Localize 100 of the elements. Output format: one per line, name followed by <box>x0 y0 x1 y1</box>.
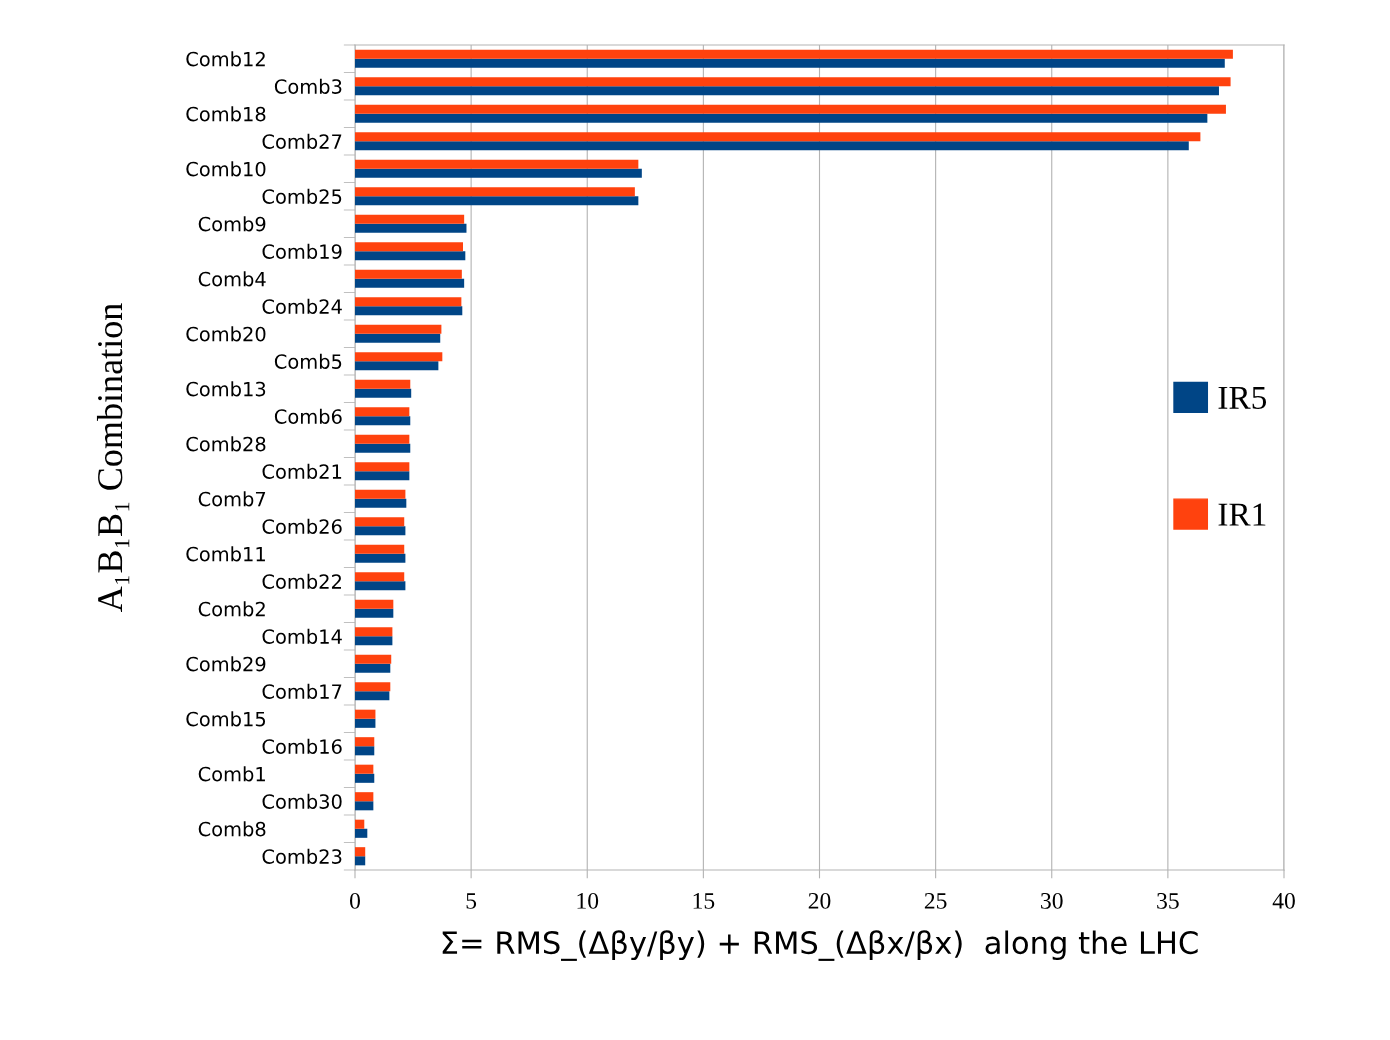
x-axis-title: Σ= RMS_(Δβy/βy) + RMS_(Δβx/βx) along the LHC <box>442 930 1198 961</box>
y-tick-label: Comb18 <box>186 106 266 122</box>
bar <box>355 379 411 389</box>
y-tick-label: Comb24 <box>262 298 342 314</box>
bar <box>355 242 463 252</box>
bar <box>355 77 1231 87</box>
bar <box>355 434 410 444</box>
y-tick-label: Comb21 <box>262 463 342 479</box>
bar <box>355 471 410 481</box>
x-tick-label: 35 <box>1157 892 1179 909</box>
bar <box>355 141 1189 151</box>
bar <box>355 498 407 508</box>
bar <box>355 517 405 527</box>
bar <box>355 49 1233 59</box>
bar <box>355 269 462 279</box>
bar <box>355 86 1219 96</box>
bar <box>355 801 374 811</box>
bar <box>355 159 639 169</box>
bar <box>355 682 391 692</box>
bar <box>355 691 390 701</box>
bar <box>355 737 375 747</box>
bar <box>355 553 406 563</box>
y-tick-label: Comb25 <box>262 188 342 204</box>
y-tick-label: Comb8 <box>198 821 266 837</box>
y-tick-label: Comb12 <box>186 51 265 67</box>
bar <box>355 187 635 197</box>
bar <box>355 214 465 224</box>
legend-label: IR1 <box>1218 503 1266 526</box>
x-tick-label: 20 <box>808 892 831 909</box>
x-tick-label: 15 <box>693 893 715 909</box>
y-tick-label: Comb2 <box>198 601 265 617</box>
y-axis-title: A₁B₁B₁ Combination <box>96 303 130 612</box>
y-tick-label: Comb1 <box>198 766 265 782</box>
bar <box>355 306 463 316</box>
y-tick-label: Comb22 <box>262 573 341 589</box>
y-tick-label: Comb15 <box>186 711 266 727</box>
bar <box>355 636 393 646</box>
bar <box>355 764 374 774</box>
bar <box>355 773 375 783</box>
bar <box>355 663 391 673</box>
y-tick-label: Comb28 <box>186 436 266 452</box>
bar <box>355 297 462 307</box>
bar <box>355 572 405 582</box>
bar <box>355 828 368 838</box>
bar <box>355 388 412 398</box>
bar <box>355 443 411 453</box>
y-tick-label: Comb6 <box>274 408 342 424</box>
y-tick-label: Comb16 <box>262 738 342 754</box>
bar <box>355 407 410 417</box>
y-tick-label: Comb7 <box>198 491 266 507</box>
y-tick-label: Comb17 <box>262 683 342 699</box>
bar <box>355 361 439 371</box>
y-tick-label: Comb13 <box>186 381 266 397</box>
bar <box>355 856 366 866</box>
bar <box>355 819 365 829</box>
x-tick-label: 5 <box>466 893 477 909</box>
bar <box>355 132 1201 142</box>
bar <box>355 792 374 802</box>
bar <box>355 113 1208 123</box>
y-tick-label: Comb4 <box>198 271 266 287</box>
bar <box>355 251 466 261</box>
bar <box>355 58 1225 68</box>
x-tick-label: 10 <box>577 892 599 909</box>
bar <box>355 416 411 426</box>
bar <box>355 709 376 719</box>
bar <box>355 333 441 343</box>
bar <box>355 599 394 609</box>
legend-label: IR5 <box>1218 386 1267 410</box>
bar <box>355 544 405 554</box>
bar <box>355 324 442 334</box>
bar <box>355 223 467 233</box>
y-tick-label: Comb23 <box>262 848 342 864</box>
y-tick-label: Comb26 <box>262 518 342 534</box>
y-tick-label: Comb3 <box>274 78 342 94</box>
bar <box>355 847 366 857</box>
bar <box>355 581 406 591</box>
y-tick-label: Comb11 <box>186 546 265 562</box>
bar <box>355 196 639 206</box>
y-tick-label: Comb10 <box>186 161 266 177</box>
y-tick-label: Comb30 <box>262 793 342 809</box>
y-tick-label: Comb20 <box>186 326 266 342</box>
bar <box>355 104 1226 114</box>
y-tick-label: Comb19 <box>262 243 342 259</box>
bar <box>355 352 443 362</box>
bar <box>355 746 375 756</box>
y-tick-label: Comb14 <box>262 628 342 644</box>
bar <box>355 462 410 472</box>
bar <box>355 627 393 637</box>
y-tick-label: Comb9 <box>198 216 266 232</box>
bar <box>355 608 394 618</box>
bar <box>355 526 406 536</box>
x-tick-label: 30 <box>1041 892 1063 909</box>
y-tick-label: Comb27 <box>262 133 342 149</box>
bar <box>355 278 465 288</box>
x-tick-label: 0 <box>350 892 360 909</box>
y-tick-label: Comb5 <box>274 353 342 369</box>
x-tick-label: 25 <box>924 892 947 909</box>
bar <box>355 654 392 664</box>
y-tick-label: Comb29 <box>186 656 266 672</box>
bar <box>355 718 376 728</box>
